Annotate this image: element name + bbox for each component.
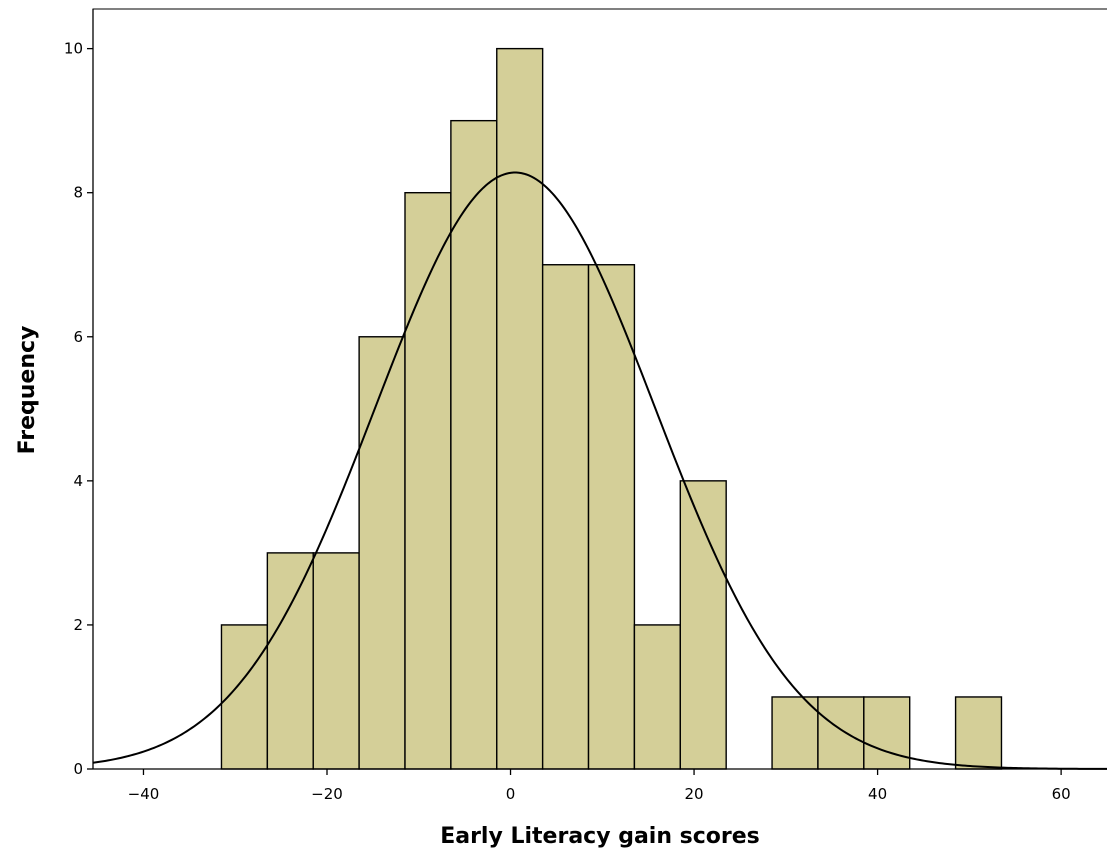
histogram-bars <box>220 47 1003 770</box>
histogram-bar <box>817 696 865 770</box>
histogram-bar <box>450 119 498 770</box>
y-tick-label: 6 <box>73 328 83 346</box>
histogram-bar <box>863 696 911 770</box>
histogram-bar <box>633 624 681 770</box>
normal-curve <box>92 171 1107 770</box>
y-axis-ticks: 0 2 4 6 8 10 <box>64 40 93 778</box>
histogram-bar <box>358 336 406 770</box>
y-tick-label: 2 <box>73 616 83 634</box>
x-tick-label: 40 <box>868 785 887 803</box>
x-tick-label: −40 <box>128 785 160 803</box>
x-axis-ticks: −40 −20 0 20 40 60 <box>128 769 1071 803</box>
histogram-bar <box>954 696 1003 770</box>
histogram-bar <box>404 191 452 770</box>
y-tick-label: 0 <box>73 760 83 778</box>
x-axis-title: Early Literacy gain scores <box>440 824 760 849</box>
y-tick-label: 8 <box>73 184 83 202</box>
histogram-bar <box>541 264 590 770</box>
x-tick-label: 20 <box>685 785 704 803</box>
axes <box>92 8 1107 770</box>
y-tick-label: 10 <box>64 40 83 58</box>
y-tick-label: 4 <box>73 472 83 490</box>
histogram-bar <box>679 480 727 770</box>
x-tick-label: 60 <box>1052 785 1071 803</box>
histogram-bar <box>496 47 544 770</box>
histogram-bar <box>312 552 360 770</box>
x-tick-label: 0 <box>506 785 516 803</box>
histogram-bar <box>587 264 636 770</box>
histogram-bar <box>266 552 314 770</box>
y-axis-title: Frequency <box>15 326 40 455</box>
histogram-bar <box>771 696 819 770</box>
x-tick-label: −20 <box>311 785 343 803</box>
